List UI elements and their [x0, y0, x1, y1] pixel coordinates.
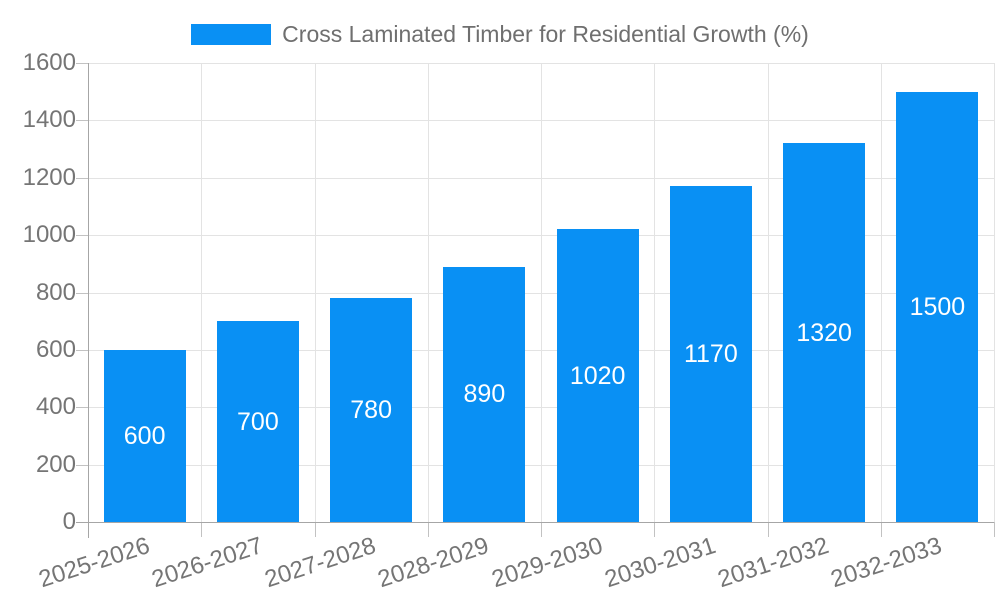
y-axis-tick-label: 1400 [22, 106, 76, 134]
y-axis-tick-label: 1600 [22, 49, 76, 76]
y-axis-tick-label: 1200 [22, 163, 76, 191]
x-axis-baseline [76, 522, 994, 523]
bar-2031-2032[interactable] [783, 143, 866, 522]
y-axis-tick-label: 800 [35, 278, 76, 306]
bar-2028-2029[interactable] [443, 266, 526, 522]
gridline-vertical [654, 63, 656, 522]
gridline-vertical [314, 63, 316, 522]
x-axis-tick [994, 522, 995, 537]
x-axis-tick [314, 522, 316, 537]
bar-value-label: 1170 [683, 340, 738, 369]
gridline-vertical [201, 63, 203, 522]
gridline-vertical [994, 63, 995, 522]
bar-2027-2028[interactable] [330, 298, 413, 522]
bar-value-label: 780 [350, 396, 392, 425]
y-axis-tick-label: 1000 [22, 221, 76, 249]
y-axis-tick [76, 177, 88, 179]
y-axis-tick [76, 349, 88, 351]
y-axis-tick [76, 63, 88, 64]
bar-2029-2030[interactable] [556, 229, 639, 522]
gridline-vertical [427, 63, 429, 522]
bar-2025-2026[interactable] [103, 349, 186, 522]
y-axis-line [88, 63, 89, 538]
x-axis-tick [541, 522, 542, 537]
x-axis-tick [427, 522, 429, 537]
bar-value-label: 890 [463, 380, 506, 409]
y-axis-tick [76, 407, 88, 409]
bar-value-label: 700 [237, 407, 279, 436]
bar-value-label: 1320 [796, 318, 852, 347]
legend-color-swatch [191, 23, 272, 45]
gridline-vertical [541, 63, 542, 522]
x-axis-tick [880, 522, 882, 537]
x-axis-tick [201, 522, 203, 537]
y-axis-tick-label: 400 [35, 393, 76, 421]
bar-2032-2033[interactable] [896, 91, 979, 522]
bar-value-label: 1020 [569, 361, 626, 390]
chart-legend: Cross Laminated Timber for Residential G… [0, 21, 1000, 47]
y-axis-tick [76, 464, 88, 466]
bar-2030-2031[interactable] [669, 186, 752, 522]
y-axis-tick [76, 120, 88, 122]
x-axis-tick [654, 522, 656, 537]
y-axis-tick-label: 0 [62, 508, 76, 535]
bar-value-label: 600 [123, 421, 166, 450]
y-axis-tick [76, 292, 88, 294]
y-axis-tick-label: 600 [35, 335, 76, 363]
gridline-vertical [880, 63, 882, 522]
bar-value-label: 1500 [909, 292, 966, 321]
y-axis-tick-label: 200 [35, 450, 76, 478]
gridline-vertical [767, 63, 769, 522]
bar-2026-2027[interactable] [216, 321, 299, 522]
y-axis-tick [76, 235, 88, 237]
legend-series-label: Cross Laminated Timber for Residential G… [282, 20, 809, 47]
x-axis-tick [767, 522, 769, 537]
